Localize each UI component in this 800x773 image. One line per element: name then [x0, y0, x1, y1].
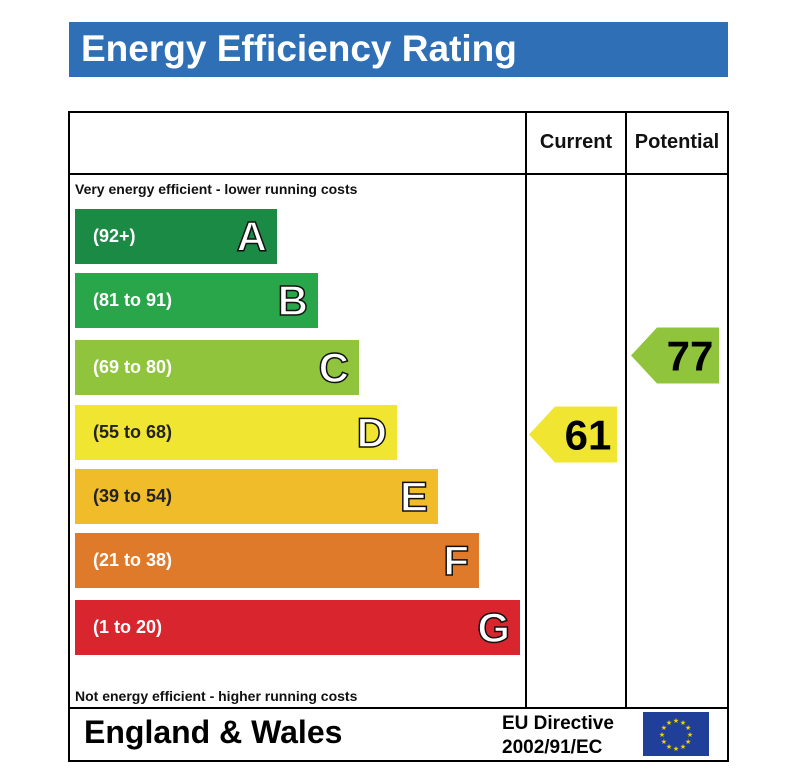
band-b: (81 to 91) B: [75, 273, 318, 328]
svg-text:★: ★: [685, 724, 691, 732]
band-c: (69 to 80) C: [75, 340, 359, 395]
top-note: Very energy efficient - lower running co…: [75, 181, 358, 197]
band-f: (21 to 38) F: [75, 533, 479, 588]
potential-column-header: Potential: [634, 131, 720, 153]
svg-text:★: ★: [687, 731, 693, 739]
band-letter: D: [356, 408, 388, 457]
current-column-header: Current: [539, 131, 613, 153]
band-letter: A: [236, 212, 268, 261]
current-arrow-shape: [529, 406, 617, 463]
band-letter: G: [477, 603, 511, 652]
band-range-label: (69 to 80): [93, 357, 173, 377]
title-bar: Energy Efficiency Rating: [69, 22, 728, 77]
band-range-label: (1 to 20): [93, 617, 163, 637]
directive-line-2: 2002/91/EC: [502, 737, 603, 758]
svg-text:★: ★: [659, 731, 665, 739]
potential-arrow-shape: [631, 327, 719, 384]
footer-divider: [68, 707, 729, 709]
footer-directive: EU Directive 2002/91/EC: [502, 712, 614, 760]
band-range-label: (21 to 38): [93, 550, 173, 570]
svg-text:★: ★: [666, 719, 672, 727]
rating-frame: [68, 111, 729, 762]
chart-title: Energy Efficiency Rating: [81, 28, 517, 69]
band-range-label: (39 to 54): [93, 486, 173, 506]
band-d: (55 to 68) D: [75, 405, 397, 460]
eu-flag-icon: ★ ★ ★ ★ ★ ★ ★ ★ ★ ★ ★ ★: [643, 712, 709, 756]
band-g: (1 to 20) G: [75, 600, 520, 655]
svg-text:★: ★: [685, 738, 691, 746]
directive-line-1: EU Directive: [502, 713, 614, 734]
band-a: (92+) A: [75, 209, 277, 264]
header-divider: [68, 173, 729, 175]
footer-country: England & Wales: [84, 714, 343, 750]
potential-rating-value: 77: [667, 333, 714, 380]
current-rating-value: 61: [565, 412, 612, 459]
band-e: (39 to 54) E: [75, 469, 438, 524]
bottom-note: Not energy efficient - higher running co…: [75, 688, 358, 704]
band-range-label: (55 to 68): [93, 422, 173, 442]
current-column-divider: [525, 111, 527, 709]
svg-text:★: ★: [661, 724, 667, 732]
svg-text:★: ★: [661, 738, 667, 746]
band-letter: F: [443, 536, 470, 585]
svg-text:★: ★: [673, 717, 679, 725]
band-range-label: (81 to 91): [93, 290, 173, 310]
potential-column-divider: [625, 111, 627, 709]
svg-text:★: ★: [680, 743, 686, 751]
svg-text:★: ★: [673, 745, 679, 753]
svg-text:★: ★: [680, 719, 686, 727]
band-range-label: (92+): [93, 226, 136, 246]
potential-rating-arrow: 77: [631, 327, 719, 384]
band-letter: E: [399, 472, 429, 521]
current-rating-arrow: 61: [529, 406, 617, 463]
band-letter: C: [318, 343, 350, 392]
svg-text:★: ★: [666, 743, 672, 751]
band-letter: B: [277, 276, 309, 325]
